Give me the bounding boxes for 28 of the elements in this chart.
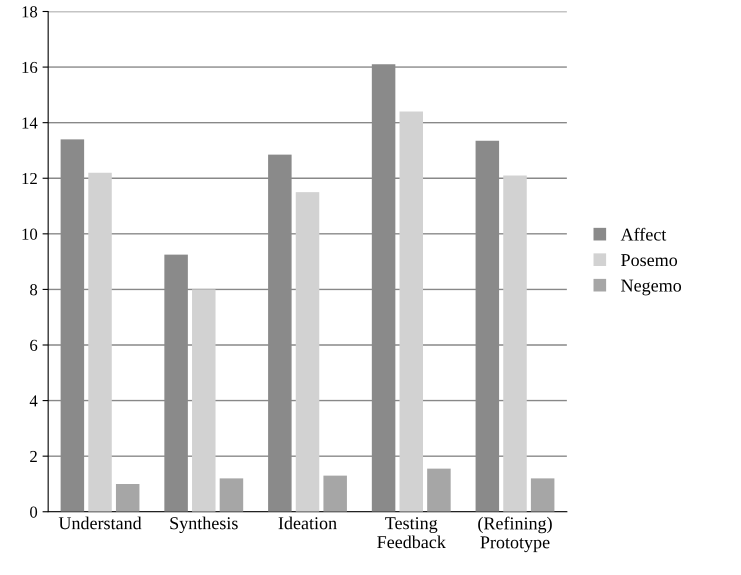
y-tick-label: 2 xyxy=(30,450,37,462)
y-tick-label: 10 xyxy=(22,228,38,240)
x-tick-label: (Refining) Prototype xyxy=(478,516,552,552)
legend-label: Posemo xyxy=(621,254,678,266)
y-tick-label: 12 xyxy=(22,172,37,184)
x-tick-label: Ideation xyxy=(278,516,337,530)
y-tick-label: 4 xyxy=(30,395,38,406)
y-tick-label: 18 xyxy=(22,6,38,18)
y-tick-label: 6 xyxy=(30,340,38,351)
bar xyxy=(116,484,140,512)
y-tick-label: 8 xyxy=(30,284,38,296)
legend-label: Affect xyxy=(620,228,666,241)
y-tick-label: 0 xyxy=(30,506,38,518)
y-tick-label: 16 xyxy=(22,62,38,74)
bar xyxy=(400,112,424,512)
bar xyxy=(88,172,112,512)
bar xyxy=(296,192,320,512)
bar xyxy=(503,175,527,512)
y-tick-label: 14 xyxy=(22,117,38,128)
bar xyxy=(427,468,451,512)
bar xyxy=(220,478,244,512)
x-tick-label: Testing Feedback xyxy=(377,517,446,548)
x-tick-label: Synthesis xyxy=(170,516,238,534)
bar xyxy=(530,478,554,512)
legend-label: Negemo xyxy=(621,280,682,296)
bar xyxy=(323,476,347,512)
bar xyxy=(192,289,216,512)
x-tick-label: Understand xyxy=(58,516,142,530)
